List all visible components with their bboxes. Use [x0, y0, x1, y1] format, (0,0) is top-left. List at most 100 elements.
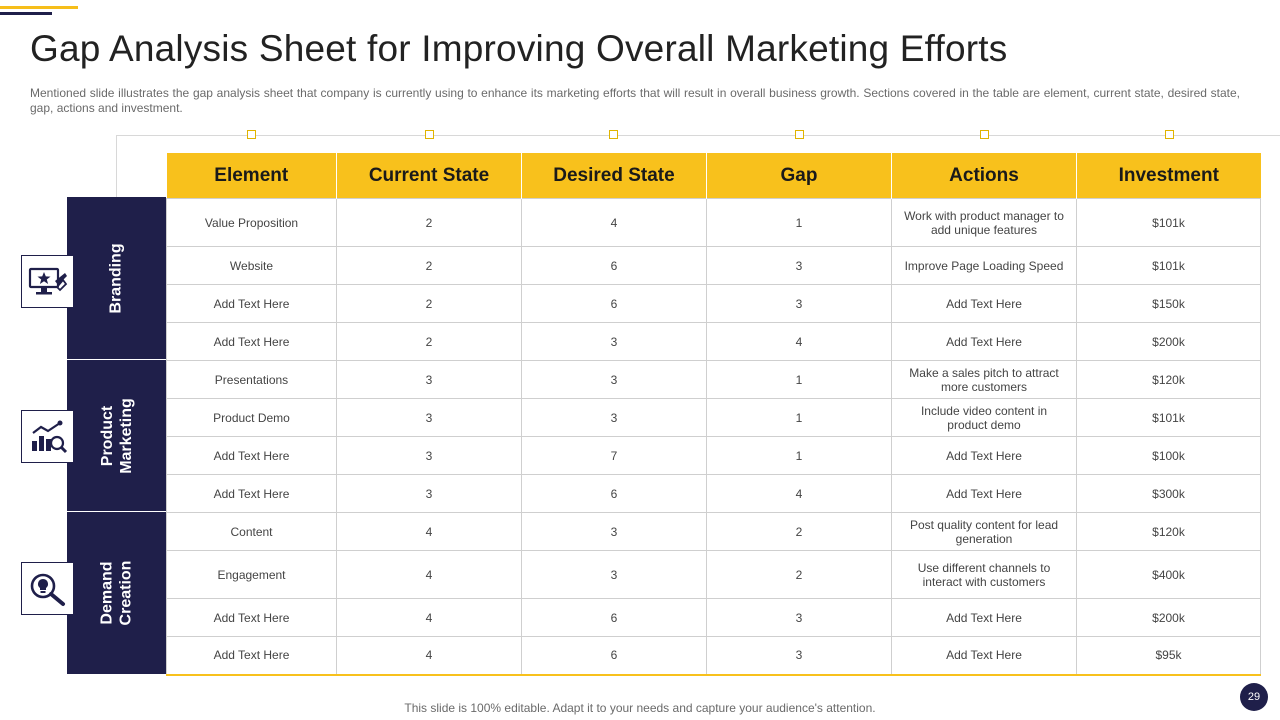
- cell-desired-state: 3: [521, 512, 707, 551]
- cell-investment: $150k: [1076, 284, 1261, 323]
- table-row: Product Demo 3 3 1 Include video content…: [166, 398, 1261, 437]
- cell-actions: Add Text Here: [891, 598, 1077, 637]
- cell-actions: Add Text Here: [891, 284, 1077, 323]
- cell-investment: $120k: [1076, 360, 1261, 399]
- cell-desired-state: 3: [521, 322, 707, 361]
- column-marker: [247, 130, 256, 139]
- table-row: Website 2 6 3 Improve Page Loading Speed…: [166, 246, 1261, 285]
- cell-desired-state: 4: [521, 198, 707, 247]
- cell-element: Value Proposition: [166, 198, 337, 247]
- table-row: Add Text Here 2 6 3 Add Text Here $150k: [166, 284, 1261, 323]
- cell-current-state: 3: [336, 436, 522, 475]
- header-connector-line: [116, 135, 1280, 136]
- cell-current-state: 3: [336, 398, 522, 437]
- cell-current-state: 4: [336, 636, 522, 676]
- column-header-desired-state: Desired State: [521, 153, 707, 199]
- cell-actions: Make a sales pitch to attract more custo…: [891, 360, 1077, 399]
- column-marker: [609, 130, 618, 139]
- cell-actions: Include video content in product demo: [891, 398, 1077, 437]
- cell-actions: Work with product manager to add unique …: [891, 198, 1077, 247]
- cell-actions: Use different channels to interact with …: [891, 550, 1077, 599]
- table-row: Add Text Here 3 7 1 Add Text Here $100k: [166, 436, 1261, 475]
- table-row: Add Text Here 3 6 4 Add Text Here $300k: [166, 474, 1261, 513]
- table-row: Presentations 3 3 1 Make a sales pitch t…: [166, 360, 1261, 399]
- cell-desired-state: 6: [521, 636, 707, 676]
- column-marker: [980, 130, 989, 139]
- cell-element: Add Text Here: [166, 322, 337, 361]
- table-row: Content 4 3 2 Post quality content for l…: [166, 512, 1261, 551]
- cell-element: Product Demo: [166, 398, 337, 437]
- cell-investment: $100k: [1076, 436, 1261, 475]
- cell-current-state: 4: [336, 598, 522, 637]
- accent-bar-navy: [0, 12, 52, 15]
- category-divider: [67, 359, 166, 360]
- cell-desired-state: 3: [521, 550, 707, 599]
- table-row: Value Proposition 2 4 1 Work with produc…: [166, 198, 1261, 247]
- cell-gap: 4: [706, 474, 892, 513]
- footer-note: This slide is 100% editable. Adapt it to…: [404, 701, 876, 715]
- cell-desired-state: 6: [521, 284, 707, 323]
- cell-gap: 4: [706, 322, 892, 361]
- column-marker: [795, 130, 804, 139]
- cell-actions: Add Text Here: [891, 436, 1077, 475]
- cell-desired-state: 6: [521, 474, 707, 513]
- cell-element: Add Text Here: [166, 284, 337, 323]
- cell-investment: $400k: [1076, 550, 1261, 599]
- cell-gap: 2: [706, 512, 892, 551]
- cell-current-state: 3: [336, 474, 522, 513]
- cell-investment: $300k: [1076, 474, 1261, 513]
- search-lightbulb-icon: [21, 562, 74, 615]
- category-block-branding: Branding: [67, 197, 166, 359]
- gap-analysis-table: Element Current State Desired State Gap …: [166, 153, 1261, 676]
- cell-investment: $200k: [1076, 598, 1261, 637]
- cell-actions: Add Text Here: [891, 474, 1077, 513]
- column-header-gap: Gap: [706, 153, 892, 199]
- cell-gap: 1: [706, 360, 892, 399]
- table-row: Engagement 4 3 2 Use different channels …: [166, 550, 1261, 599]
- cell-element: Add Text Here: [166, 474, 337, 513]
- cell-current-state: 2: [336, 284, 522, 323]
- column-marker: [1165, 130, 1174, 139]
- cell-desired-state: 6: [521, 598, 707, 637]
- category-block-demand-creation: Demand Creation: [67, 512, 166, 674]
- cell-current-state: 2: [336, 198, 522, 247]
- cell-actions: Improve Page Loading Speed: [891, 246, 1077, 285]
- cell-current-state: 2: [336, 322, 522, 361]
- cell-element: Add Text Here: [166, 598, 337, 637]
- cell-investment: $101k: [1076, 198, 1261, 247]
- cell-element: Website: [166, 246, 337, 285]
- cell-gap: 3: [706, 636, 892, 676]
- cell-desired-state: 6: [521, 246, 707, 285]
- column-header-investment: Investment: [1076, 153, 1261, 199]
- cell-investment: $101k: [1076, 246, 1261, 285]
- cell-investment: $120k: [1076, 512, 1261, 551]
- cell-gap: 1: [706, 198, 892, 247]
- cell-element: Engagement: [166, 550, 337, 599]
- cell-gap: 3: [706, 598, 892, 637]
- cell-actions: Add Text Here: [891, 322, 1077, 361]
- cell-investment: $101k: [1076, 398, 1261, 437]
- cell-gap: 3: [706, 246, 892, 285]
- cell-element: Content: [166, 512, 337, 551]
- cell-current-state: 3: [336, 360, 522, 399]
- accent-bar-yellow: [0, 6, 78, 9]
- cell-investment: $95k: [1076, 636, 1261, 676]
- cell-gap: 1: [706, 398, 892, 437]
- cell-element: Presentations: [166, 360, 337, 399]
- category-divider: [67, 511, 166, 512]
- category-label: Product Marketing: [98, 397, 135, 474]
- column-marker: [425, 130, 434, 139]
- category-label: Demand Creation: [98, 560, 135, 626]
- cell-desired-state: 7: [521, 436, 707, 475]
- cell-gap: 3: [706, 284, 892, 323]
- category-block-product-marketing: Product Marketing: [67, 360, 166, 511]
- growth-chart-icon: [21, 410, 74, 463]
- table-row: Add Text Here 2 3 4 Add Text Here $200k: [166, 322, 1261, 361]
- cell-current-state: 4: [336, 512, 522, 551]
- table-row: Add Text Here 4 6 3 Add Text Here $95k: [166, 636, 1261, 676]
- cell-investment: $200k: [1076, 322, 1261, 361]
- cell-desired-state: 3: [521, 360, 707, 399]
- cell-current-state: 4: [336, 550, 522, 599]
- cell-element: Add Text Here: [166, 636, 337, 676]
- cell-actions: Post quality content for lead generation: [891, 512, 1077, 551]
